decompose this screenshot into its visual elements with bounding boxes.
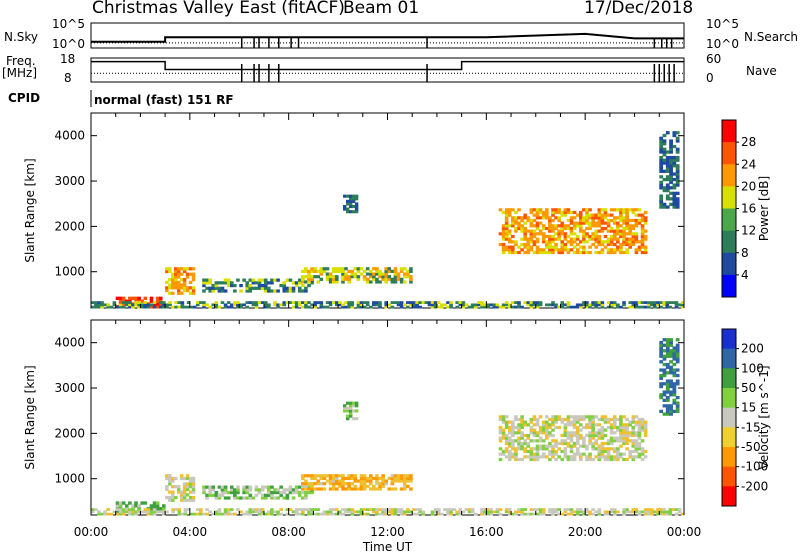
vel-colorbar-seg-1 xyxy=(722,348,736,369)
vel-ytick-label-2: 3000 xyxy=(54,381,85,395)
nave-bottom-label: 0 xyxy=(706,71,714,85)
power-colorbar-seg-1 xyxy=(722,142,736,165)
vel-cb-tick-label-1: 100 xyxy=(741,361,764,375)
power-cb-tick-label-4: 12 xyxy=(741,224,756,238)
nsearch-bottom-label: 10^0 xyxy=(706,37,739,51)
power-colorbar-seg-7 xyxy=(722,274,736,298)
vel-cb-tick-label-0: 200 xyxy=(741,342,764,356)
power-ytick-label-3: 4000 xyxy=(54,129,85,143)
vel-feature-3 xyxy=(301,474,413,491)
nsearch-label: N.Search xyxy=(744,30,799,44)
power-feature-1 xyxy=(165,267,196,295)
power-cb-tick-label-2: 20 xyxy=(741,179,756,193)
vel-ytick-label-1: 2000 xyxy=(54,426,85,440)
vel-colorbar-seg-3 xyxy=(722,388,736,408)
freq-bottom-label: 8 xyxy=(64,71,72,85)
nave-top-label: 60 xyxy=(706,52,722,66)
noise-panel-frame xyxy=(90,22,685,49)
power-feature-5 xyxy=(498,208,648,255)
vel-ytick-label-0: 1000 xyxy=(54,472,85,486)
power-cb-tick-label-3: 16 xyxy=(741,202,756,216)
cpid-value: normal (fast) 151 RF xyxy=(94,93,234,107)
vel-ytick-label-3: 4000 xyxy=(54,336,85,350)
nave-label: Nave xyxy=(746,64,777,78)
power-ylabel: Slant Range [km] xyxy=(23,158,37,262)
freq-panel-frame xyxy=(90,57,685,83)
vel-colorbar-seg-5 xyxy=(722,427,736,448)
nsky-label: N.Sky xyxy=(4,30,39,44)
power-feature-7 xyxy=(91,301,685,309)
power-colorbar-seg-4 xyxy=(722,208,736,231)
vel-colorbar-seg-2 xyxy=(722,368,736,389)
xtick-label-5: 20:00 xyxy=(568,525,603,539)
vel-feature-4 xyxy=(343,401,359,421)
xtick-label-1: 04:00 xyxy=(173,525,208,539)
xtick-label-4: 16:00 xyxy=(469,525,504,539)
power-colorbar-seg-6 xyxy=(722,252,736,276)
power-colorbar-seg-3 xyxy=(722,186,736,209)
power-colorbar-label: Power [dB] xyxy=(757,176,771,241)
vel-cb-tick-label-2: 50 xyxy=(741,381,756,395)
power-colorbar-seg-2 xyxy=(722,164,736,187)
vel-colorbar-label: Velocity [m s^-1] xyxy=(757,365,771,469)
power-cb-tick-label-1: 24 xyxy=(741,157,756,171)
freq-series-freq xyxy=(91,60,684,71)
vel-feature-2 xyxy=(202,485,314,500)
power-cb-tick-label-6: 4 xyxy=(741,268,749,282)
vel-colorbar-seg-8 xyxy=(722,486,736,507)
xaxis-label: Time UT xyxy=(362,540,413,554)
vel-cb-tick-label-7: -200 xyxy=(741,479,768,493)
vel-cb-tick-label-6: -100 xyxy=(741,460,768,474)
chart-title: Christmas Valley East (fitACF) xyxy=(92,0,345,18)
cpid-label: CPID xyxy=(8,91,41,105)
nsky-top-label: 10^5 xyxy=(52,17,85,31)
vel-colorbar-seg-6 xyxy=(722,447,736,467)
freq-top-label: 18 xyxy=(60,52,76,66)
power-colorbar-seg-5 xyxy=(722,230,736,254)
power-feature-3 xyxy=(301,267,413,284)
date-label: 17/Dec/2018 xyxy=(584,0,694,18)
xtick-label-6: 00:00 xyxy=(667,525,702,539)
freq-label: Freq. xyxy=(6,54,36,68)
nsearch-top-label: 10^5 xyxy=(706,17,739,31)
power-ytick-label-2: 3000 xyxy=(54,174,85,188)
vel-colorbar-seg-0 xyxy=(722,329,736,349)
power-cb-tick-label-0: 28 xyxy=(741,135,756,149)
nsky-bottom-label: 10^0 xyxy=(52,37,85,51)
vel-feature-5 xyxy=(498,415,648,462)
vel-feature-1 xyxy=(165,474,196,502)
power-feature-2 xyxy=(202,278,314,293)
power-ytick-label-1: 2000 xyxy=(54,219,85,233)
vel-colorbar-seg-4 xyxy=(722,407,736,428)
power-ytick-label-0: 1000 xyxy=(54,265,85,279)
beam-label: Beam 01 xyxy=(343,0,420,18)
vel-colorbar-seg-7 xyxy=(722,466,736,487)
power-feature-6 xyxy=(659,131,680,209)
freq-unit-label: [MHz] xyxy=(2,66,38,80)
power-colorbar-seg-0 xyxy=(722,120,736,143)
power-feature-4 xyxy=(343,194,359,214)
xtick-label-3: 12:00 xyxy=(370,525,405,539)
vel-cb-tick-label-5: -50 xyxy=(741,440,761,454)
vel-cb-tick-label-3: 15 xyxy=(741,401,756,415)
xtick-label-2: 08:00 xyxy=(271,525,306,539)
noise-series-sky xyxy=(91,32,684,43)
vel-feature-7 xyxy=(91,508,685,516)
xtick-label-0: 00:00 xyxy=(74,525,109,539)
vel-feature-6 xyxy=(659,338,680,416)
vel-colorbar-frame xyxy=(721,328,737,507)
vel-ylabel: Slant Range [km] xyxy=(23,365,37,469)
vel-cb-tick-label-4: -15 xyxy=(741,420,761,434)
power-cb-tick-label-5: 8 xyxy=(741,246,749,260)
